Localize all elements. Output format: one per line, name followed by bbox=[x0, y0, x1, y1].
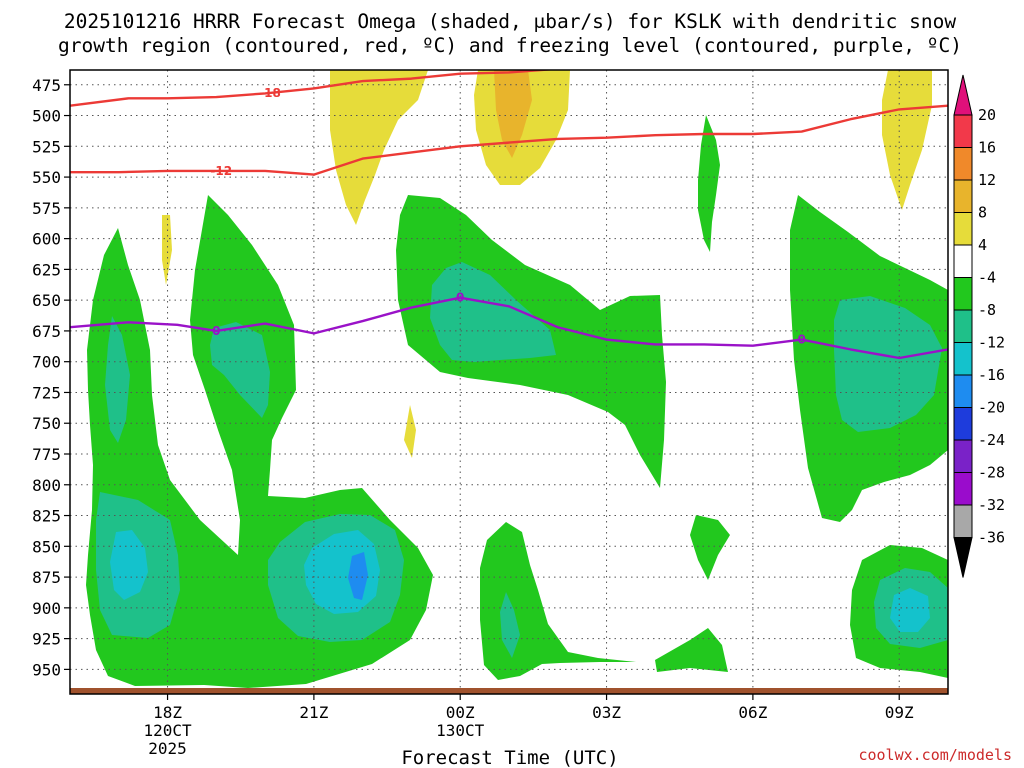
colorbar-swatch bbox=[953, 439, 973, 473]
omega-region-minus12-c bbox=[890, 588, 930, 632]
y-tick-label: 525 bbox=[32, 137, 61, 156]
freezing-level-label: 0 bbox=[456, 291, 464, 305]
colorbar-swatch bbox=[953, 147, 973, 181]
y-tick-label: 600 bbox=[32, 230, 61, 249]
colorbar-label: -36 bbox=[978, 529, 1005, 547]
colorbar-label: 16 bbox=[978, 139, 996, 157]
omega-region-minus8-b bbox=[210, 322, 270, 418]
grid-lines bbox=[70, 70, 948, 694]
x-tick-label: 09Z bbox=[885, 703, 914, 722]
omega-region-minus8-h bbox=[500, 592, 520, 658]
y-tick-label: 500 bbox=[32, 107, 61, 126]
colorbar-label: 8 bbox=[978, 204, 987, 222]
dgz-contour-label: -18 bbox=[259, 86, 281, 100]
dgz-contour-label: -12 bbox=[210, 164, 232, 178]
y-tick-label: 875 bbox=[32, 568, 61, 587]
omega-region-minus4-g bbox=[690, 515, 730, 580]
omega-region-minus4-e bbox=[480, 522, 636, 680]
colorbar-swatch bbox=[953, 309, 973, 343]
y-tick-label: 800 bbox=[32, 476, 61, 495]
colorbar-bottom-arrow bbox=[953, 537, 973, 578]
omega-region-plus4-e bbox=[404, 405, 416, 458]
colorbar-swatch bbox=[953, 114, 973, 148]
colorbar-label: -20 bbox=[978, 399, 1005, 417]
omega-region-plus8 bbox=[494, 70, 532, 158]
y-tick-label: 650 bbox=[32, 291, 61, 310]
colorbar-swatch bbox=[953, 277, 973, 311]
omega-region-plus4-a bbox=[330, 70, 428, 225]
colorbar-label: -16 bbox=[978, 366, 1005, 384]
omega-region-minus8-e bbox=[430, 262, 556, 362]
contour-lines: -18 -12 0 0 0 bbox=[70, 70, 948, 360]
x-tick-year: 2025 bbox=[148, 739, 187, 758]
colorbar-label: 4 bbox=[978, 236, 987, 254]
y-tick-label: 675 bbox=[32, 322, 61, 341]
y-tick-label: 850 bbox=[32, 537, 61, 556]
plot-frame bbox=[69, 69, 949, 695]
x-tick-date: 120CT bbox=[143, 721, 192, 740]
colorbar-swatch bbox=[953, 472, 973, 506]
omega-region-minus16 bbox=[348, 552, 368, 600]
y-tick-label: 950 bbox=[32, 660, 61, 679]
omega-region-minus4-f bbox=[655, 628, 728, 672]
omega-region-minus12-a bbox=[110, 530, 148, 600]
colorbar-label: -24 bbox=[978, 431, 1005, 449]
x-tick-label: 18Z bbox=[153, 703, 182, 722]
colorbar-swatch bbox=[953, 212, 973, 246]
colorbar-label: -32 bbox=[978, 496, 1005, 514]
omega-region-minus8-a bbox=[105, 316, 130, 443]
colorbar-label: -12 bbox=[978, 334, 1005, 352]
colorbar-swatch bbox=[953, 244, 973, 278]
ground-strip bbox=[70, 688, 948, 694]
x-tick-label: 21Z bbox=[299, 703, 328, 722]
dgz-contour-line-1 bbox=[70, 104, 948, 176]
colorbar-swatch bbox=[953, 374, 973, 408]
plot-area: -18 -12 0 0 0 bbox=[69, 69, 949, 695]
x-tick-label: 00Z bbox=[446, 703, 475, 722]
x-tick-label: 03Z bbox=[592, 703, 621, 722]
omega-region-minus4-c bbox=[698, 115, 720, 252]
x-tick-date: 130CT bbox=[436, 721, 485, 740]
colorbar-swatch bbox=[953, 179, 973, 213]
chart-title-line1: 2025101216 HRRR Forecast Omega (shaded, … bbox=[64, 10, 956, 33]
y-tick-label: 475 bbox=[32, 76, 61, 95]
credit-text: coolwx.com/models bbox=[858, 746, 1012, 764]
y-tick-label: 925 bbox=[32, 630, 61, 649]
colorbar-swatch bbox=[953, 407, 973, 441]
omega-region-minus8-f bbox=[834, 296, 942, 432]
y-tick-label: 625 bbox=[32, 260, 61, 279]
colorbar: 20 16 12 8 4 -4 -8 -12 -16 -20 -24 -28 -32 -36 bbox=[953, 74, 1005, 578]
omega-region-plus4-d bbox=[162, 215, 172, 285]
y-tick-label: 775 bbox=[32, 445, 61, 464]
colorbar-label: -28 bbox=[978, 464, 1005, 482]
y-tick-label: 900 bbox=[32, 599, 61, 618]
y-tick-label: 550 bbox=[32, 168, 61, 187]
colorbar-label: -8 bbox=[978, 301, 996, 319]
y-tick-label: 725 bbox=[32, 383, 61, 402]
y-axis: 475 500 525 550 575 600 625 650 675 700 725 750 775 8… bbox=[32, 76, 70, 679]
colorbar-label: -4 bbox=[978, 269, 996, 287]
freezing-level-line bbox=[70, 296, 948, 360]
y-tick-label: 750 bbox=[32, 414, 61, 433]
dgz-contour-line-0 bbox=[70, 70, 558, 107]
y-tick-label: 575 bbox=[32, 199, 61, 218]
freezing-level-label: 0 bbox=[797, 333, 805, 347]
colorbar-swatch bbox=[953, 504, 973, 538]
y-tick-label: 700 bbox=[32, 353, 61, 372]
x-tick-label: 06Z bbox=[738, 703, 767, 722]
chart-title-line2: growth region (contoured, red, ºC) and f… bbox=[58, 34, 962, 57]
omega-region-plus4-c bbox=[882, 70, 932, 210]
freezing-level-label: 0 bbox=[212, 324, 220, 338]
omega-shading bbox=[86, 70, 948, 688]
colorbar-swatch bbox=[953, 342, 973, 376]
colorbar-label: 12 bbox=[978, 171, 996, 189]
x-axis-title: Forecast Time (UTC) bbox=[401, 747, 618, 768]
colorbar-top-arrow bbox=[953, 74, 973, 116]
colorbar-label: 20 bbox=[978, 106, 996, 124]
y-tick-label: 825 bbox=[32, 507, 61, 526]
